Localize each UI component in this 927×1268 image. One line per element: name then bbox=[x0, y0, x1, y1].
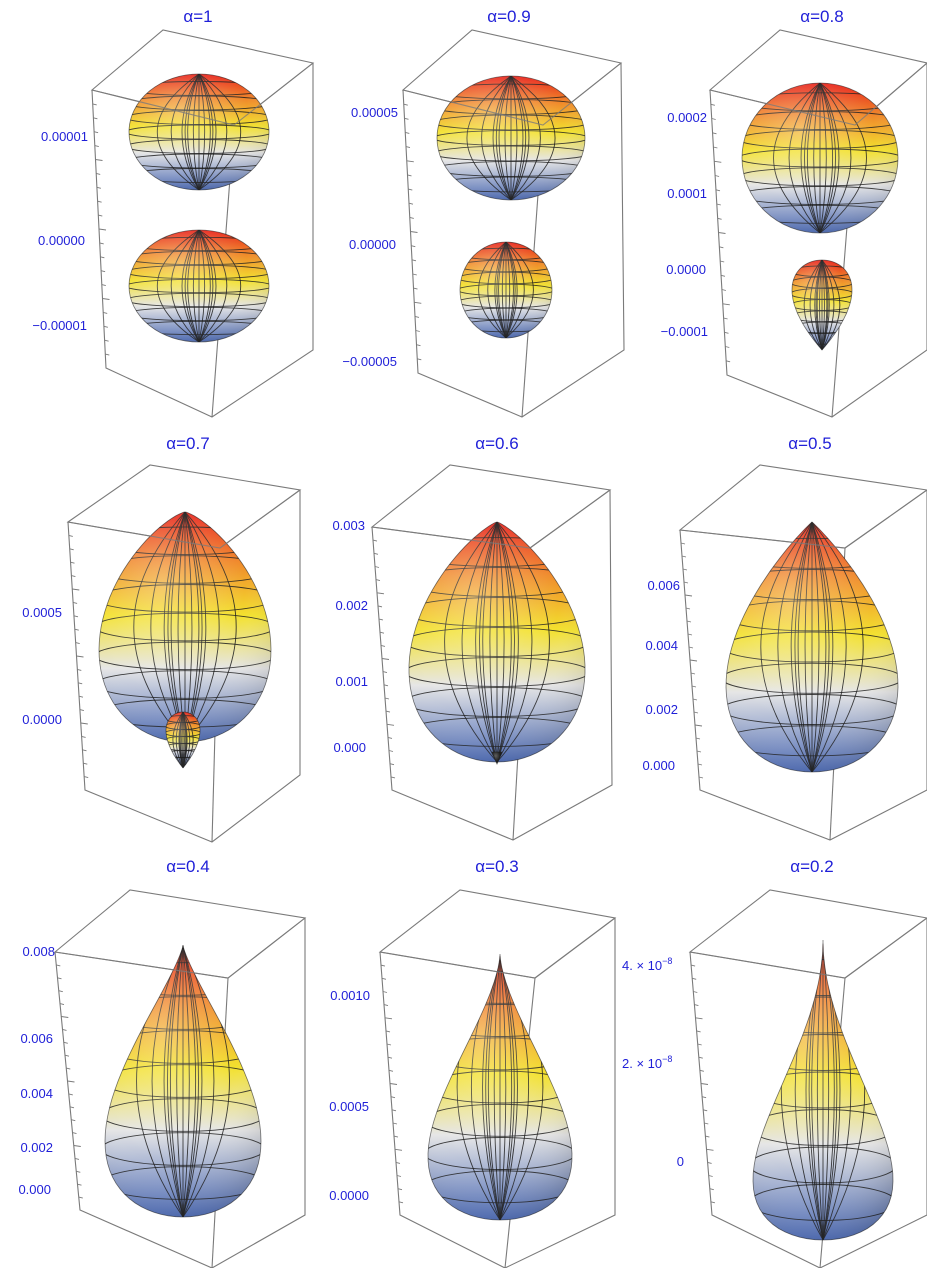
upper-lobe bbox=[128, 73, 270, 191]
panel-title: α=0.6 bbox=[475, 434, 518, 453]
tick-label: 2. × 10−8 bbox=[622, 1054, 672, 1071]
upper-lobe bbox=[725, 521, 899, 773]
tick-label: 0.0002 bbox=[667, 110, 707, 125]
vertical-axis-ticks bbox=[56, 964, 83, 1199]
panel-title: α=0.9 bbox=[487, 7, 530, 26]
tick-label: −0.00001 bbox=[32, 318, 87, 333]
panel-title: α=0.3 bbox=[475, 857, 518, 876]
panel-alpha-0.9: α=0.9 0.00005 0.00000 −0.00005 bbox=[342, 7, 625, 418]
tick-label: 0.002 bbox=[20, 1140, 53, 1155]
tick-label: 0.004 bbox=[645, 638, 678, 653]
vertical-axis-ticks bbox=[372, 539, 396, 779]
panel-alpha-0.3: α=0.3 0.0010 0.0005 0.0000 bbox=[329, 857, 617, 1268]
tick-label: 0.0005 bbox=[22, 605, 62, 620]
panel-alpha-0.5: α=0.5 0.006 0.004 0.002 0.000 bbox=[642, 434, 927, 841]
panel-alpha-0.6: α=0.6 0.003 0.002 0.001 0.000 bbox=[332, 434, 613, 841]
tick-label: 0.0005 bbox=[329, 1099, 369, 1114]
vertical-axis-ticks bbox=[710, 103, 731, 363]
upper-lobe bbox=[436, 75, 586, 201]
vertical-axis-ticks bbox=[92, 103, 110, 356]
tick-label: 0.006 bbox=[647, 578, 680, 593]
tick-label: 0.002 bbox=[645, 702, 678, 717]
panel-title: α=0.4 bbox=[166, 857, 209, 876]
panel-title: α=0.5 bbox=[788, 434, 831, 453]
upper-lobe bbox=[427, 954, 573, 1221]
tick-label: 0.004 bbox=[20, 1086, 53, 1101]
tick-label: −0.0001 bbox=[661, 324, 708, 339]
panel-alpha-0.7: α=0.7 0.0005 0.0000 bbox=[22, 434, 302, 843]
lower-lobe bbox=[491, 751, 503, 766]
tick-label: 0.008 bbox=[22, 944, 55, 959]
panel-alpha-0.4: α=0.4 0.008 0.006 0.004 0.002 0.000 bbox=[18, 857, 307, 1268]
upper-lobe bbox=[408, 521, 586, 763]
tick-label: 0.006 bbox=[20, 1031, 53, 1046]
tick-label: 0.000 bbox=[642, 758, 675, 773]
tick-label: 0.00000 bbox=[349, 237, 396, 252]
tick-label: 0.0000 bbox=[329, 1188, 369, 1203]
tick-label: 0.00001 bbox=[41, 129, 88, 144]
panel-title: α=0.2 bbox=[790, 857, 833, 876]
vertical-axis-ticks bbox=[68, 534, 89, 779]
vertical-axis-ticks bbox=[403, 103, 422, 361]
upper-lobe bbox=[104, 945, 262, 1218]
tick-label: 0.0010 bbox=[330, 988, 370, 1003]
tick-label: 0.00000 bbox=[38, 233, 85, 248]
vertical-axis-ticks bbox=[680, 542, 704, 779]
panel-alpha-0.2: α=0.2 4. × 10−8 2. × 10−8 0 bbox=[622, 857, 927, 1268]
lower-lobe bbox=[791, 259, 853, 351]
tick-label: 4. × 10−8 bbox=[622, 956, 672, 973]
tick-label: 0.001 bbox=[335, 674, 368, 689]
tick-label: 0.0000 bbox=[666, 262, 706, 277]
upper-lobe bbox=[98, 511, 272, 743]
tick-label: 0.00005 bbox=[351, 105, 398, 120]
vertical-axis-ticks bbox=[690, 964, 716, 1204]
panel-title: α=0.8 bbox=[800, 7, 843, 26]
panel-title: α=1 bbox=[183, 7, 212, 26]
upper-lobe bbox=[752, 940, 894, 1241]
tick-label: 0.0001 bbox=[667, 186, 707, 201]
tick-label: 0 bbox=[677, 1154, 684, 1169]
lower-lobe bbox=[165, 711, 201, 769]
tick-label: 0.003 bbox=[332, 518, 365, 533]
lower-lobe bbox=[128, 229, 270, 343]
tick-label: −0.00005 bbox=[342, 354, 397, 369]
panel-alpha-0.8: α=0.8 0.0002 0.0001 0.0000 −0.0001 bbox=[661, 7, 927, 418]
tick-label: 0.000 bbox=[18, 1182, 51, 1197]
panel-alpha-1: α=1 0.00001 0.00000 −0.00001 bbox=[32, 7, 315, 418]
panel-title: α=0.7 bbox=[166, 434, 209, 453]
lower-lobe bbox=[459, 241, 553, 339]
tick-label: 0.000 bbox=[333, 740, 366, 755]
tick-label: 0.0000 bbox=[22, 712, 62, 727]
upper-lobe bbox=[741, 82, 899, 234]
vertical-axis-ticks bbox=[380, 964, 404, 1204]
tick-label: 0.002 bbox=[335, 598, 368, 613]
